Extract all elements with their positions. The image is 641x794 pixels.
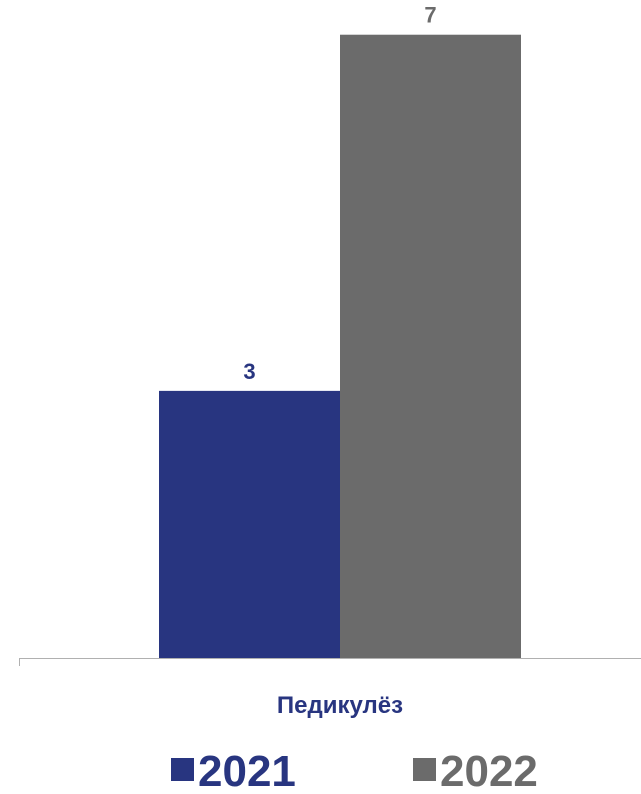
- legend: 2021 2022: [171, 747, 538, 794]
- data-label-2021: 3: [243, 359, 255, 384]
- x-tick-label: Педикулёз: [277, 692, 403, 719]
- data-labels: 37: [243, 3, 436, 384]
- bar-2022: [340, 34, 521, 658]
- legend-label-2021: 2021: [198, 747, 296, 794]
- bar-2021: [159, 390, 340, 658]
- x-axis-line: [19, 658, 641, 666]
- plot-area: [159, 34, 521, 658]
- legend-swatch-2022: [413, 758, 436, 781]
- legend-label-2022: 2022: [440, 747, 538, 794]
- data-label-2022: 7: [424, 3, 436, 28]
- x-axis-ticks: Педикулёз: [277, 692, 403, 719]
- legend-swatch-2021: [171, 758, 194, 781]
